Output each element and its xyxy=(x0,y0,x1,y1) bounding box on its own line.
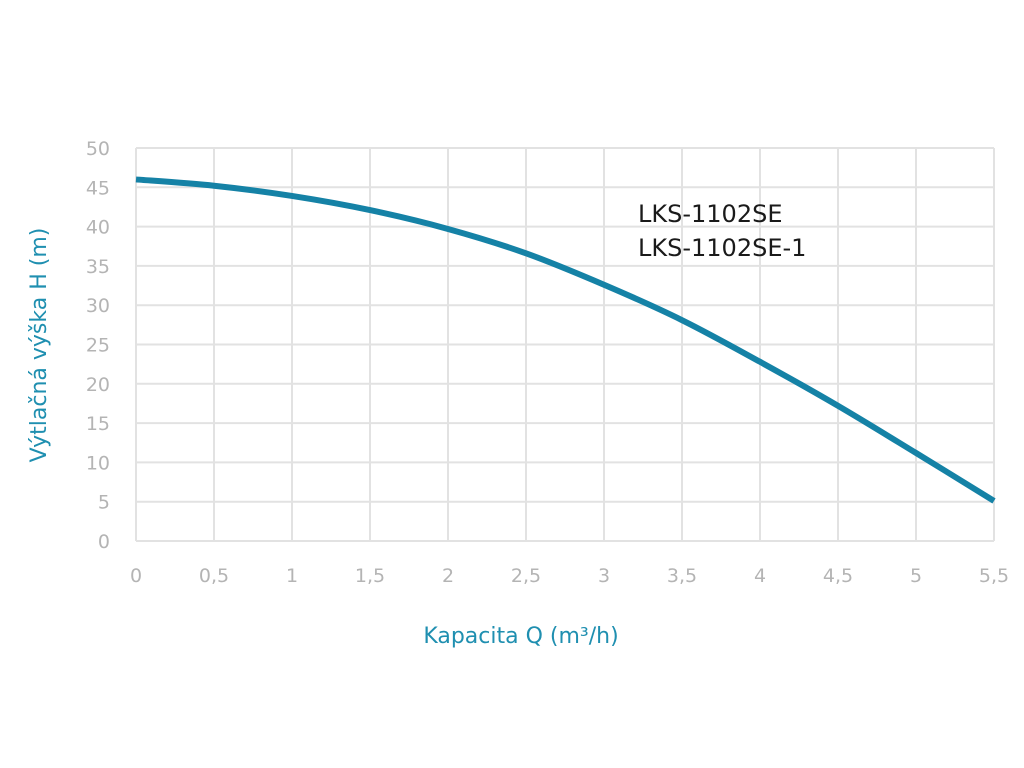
y-tick-label: 35 xyxy=(86,256,110,278)
y-tick-label: 50 xyxy=(86,138,110,160)
y-tick-label: 5 xyxy=(98,492,110,514)
x-axis-label: Kapacita Q (m³/h) xyxy=(423,624,618,649)
x-tick-label: 4 xyxy=(754,565,766,587)
y-tick-label: 40 xyxy=(86,217,110,239)
x-tick-label: 5 xyxy=(910,565,922,587)
x-tick-label: 1,5 xyxy=(355,565,385,587)
grid xyxy=(135,147,995,542)
y-tick-label: 10 xyxy=(86,452,110,474)
x-tick-label: 3,5 xyxy=(667,565,697,587)
y-axis-label: Výtlačná výška H (m) xyxy=(27,228,52,463)
y-tick-label: 15 xyxy=(86,413,110,435)
y-tick-label: 25 xyxy=(86,335,110,357)
series-line xyxy=(135,176,996,504)
y-tick-label: 20 xyxy=(86,374,110,396)
x-tick-label: 5,5 xyxy=(979,565,1009,587)
x-tick-label: 2 xyxy=(442,565,454,587)
y-tick-label: 30 xyxy=(86,295,110,317)
x-tick-label: 1 xyxy=(286,565,298,587)
x-tick-label: 2,5 xyxy=(511,565,541,587)
x-tick-label: 3 xyxy=(598,565,610,587)
x-tick-label: 4,5 xyxy=(823,565,853,587)
x-tick-label: 0 xyxy=(130,565,142,587)
y-tick-label: 0 xyxy=(98,531,110,553)
annotation-model-2: LKS-1102SE-1 xyxy=(638,234,806,262)
y-tick-labels: 0 5 10 15 20 25 30 35 40 45 50 xyxy=(86,138,110,553)
x-tick-labels: 0 0,5 1 1,5 2 2,5 3 3,5 4 4,5 5 5,5 xyxy=(130,565,1009,587)
y-tick-label: 45 xyxy=(86,177,110,199)
annotation-model-1: LKS-1102SE xyxy=(638,200,782,228)
x-tick-label: 0,5 xyxy=(199,565,229,587)
